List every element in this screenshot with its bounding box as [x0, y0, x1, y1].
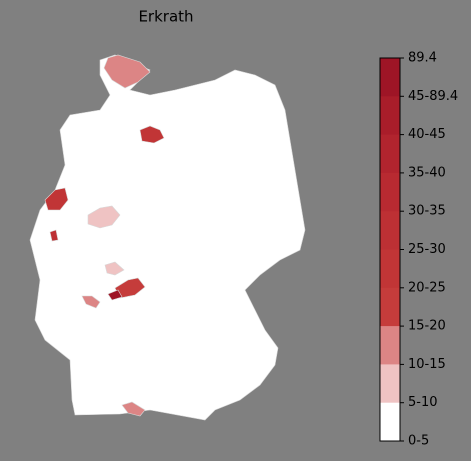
region [44, 187, 69, 211]
colorbar-label: 20-25 [408, 280, 446, 295]
colorbar-segment [380, 58, 400, 97]
colorbar-segment [380, 134, 400, 174]
region [121, 401, 146, 417]
region [104, 261, 125, 276]
region [49, 229, 59, 242]
colorbar-label: 15-20 [408, 319, 446, 334]
colorbar-label: 25-30 [408, 242, 446, 257]
colorbar: 89.4 45-89.4 40-45 35-40 30-35 25-30 20-25 15-2… [379, 51, 458, 449]
colorbar-label: 40-45 [408, 127, 446, 142]
colorbar-segment [380, 326, 400, 365]
region [139, 125, 165, 144]
colorbar-segment [380, 96, 400, 136]
colorbar-label: 0-5 [408, 434, 429, 449]
colorbar-segment [380, 249, 400, 289]
colorbar-label: 5-10 [408, 395, 438, 410]
region [81, 295, 101, 309]
germany-map [29, 54, 306, 421]
colorbar-label: 89.4 [408, 51, 437, 66]
colorbar-segment [380, 287, 400, 327]
region [114, 277, 146, 299]
map-title: Erkrath [138, 8, 193, 26]
colorbar-segment [380, 211, 400, 250]
colorbar-segment [380, 172, 400, 212]
colorbar-label: 30-35 [408, 204, 446, 219]
colorbar-label: 45-89.4 [408, 89, 458, 104]
region [87, 205, 121, 229]
colorbar-segment [380, 364, 400, 404]
colorbar-label: 35-40 [408, 165, 446, 180]
colorbar-label: 10-15 [408, 357, 446, 372]
region [103, 54, 151, 89]
colorbar-segment [380, 402, 400, 442]
region [107, 289, 123, 301]
